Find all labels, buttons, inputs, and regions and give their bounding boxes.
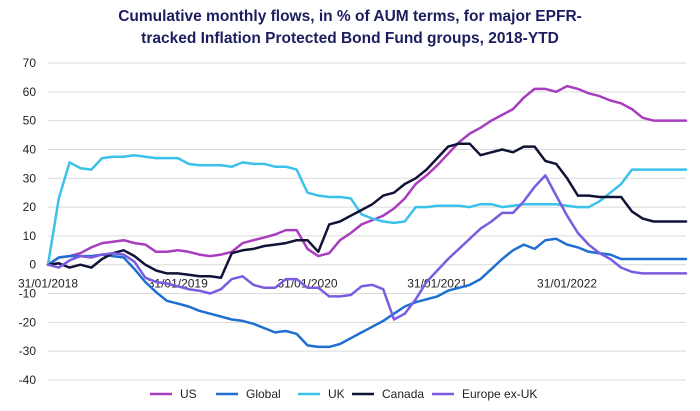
y-tick-label: 30 <box>23 171 37 185</box>
y-axis: -40 -30 -20 -10 0 10 20 30 40 50 60 70 <box>19 56 37 387</box>
y-tick-label: 20 <box>23 200 37 214</box>
y-tick-label: -40 <box>19 373 37 387</box>
y-tick-label: 60 <box>23 85 37 99</box>
y-tick-label: 40 <box>23 142 37 156</box>
chart-title-line-2: tracked Inflation Protected Bond Fund gr… <box>141 30 559 47</box>
series-line-uk <box>46 153 688 266</box>
legend: US Global UK Canada Europe ex-UK <box>150 387 537 401</box>
x-tick-label: 31/01/2022 <box>537 277 597 291</box>
legend-label: Canada <box>382 387 424 401</box>
legend-label: US <box>180 387 197 401</box>
legend-item-us: US <box>150 387 197 401</box>
chart-title-line-1: Cumulative monthly flows, in % of AUM te… <box>118 8 582 25</box>
series-layer <box>46 84 688 349</box>
y-tick-label: 10 <box>23 229 37 243</box>
legend-label: UK <box>328 387 345 401</box>
legend-label: Europe ex-UK <box>462 387 537 401</box>
legend-item-global: Global <box>216 387 281 401</box>
legend-label: Global <box>246 387 281 401</box>
y-tick-label: 50 <box>23 114 37 128</box>
series-line-global <box>46 237 688 349</box>
y-tick-label: -30 <box>19 344 37 358</box>
legend-item-uk: UK <box>298 387 345 401</box>
series-line-canada <box>46 142 688 279</box>
x-tick-label: 31/01/2018 <box>18 277 78 291</box>
series-line-europe-ex-uk <box>46 174 688 321</box>
series-line-us <box>46 84 688 266</box>
y-tick-label: 0 <box>29 258 36 272</box>
y-tick-label: 70 <box>23 56 37 70</box>
chart-title: Cumulative monthly flows, in % of AUM te… <box>0 6 700 50</box>
legend-item-canada: Canada <box>352 387 424 401</box>
y-tick-label: -20 <box>19 315 37 329</box>
x-tick-label: 31/01/2019 <box>148 277 208 291</box>
y-tick-label: -10 <box>19 287 37 301</box>
legend-item-europe-ex-uk: Europe ex-UK <box>432 387 537 401</box>
